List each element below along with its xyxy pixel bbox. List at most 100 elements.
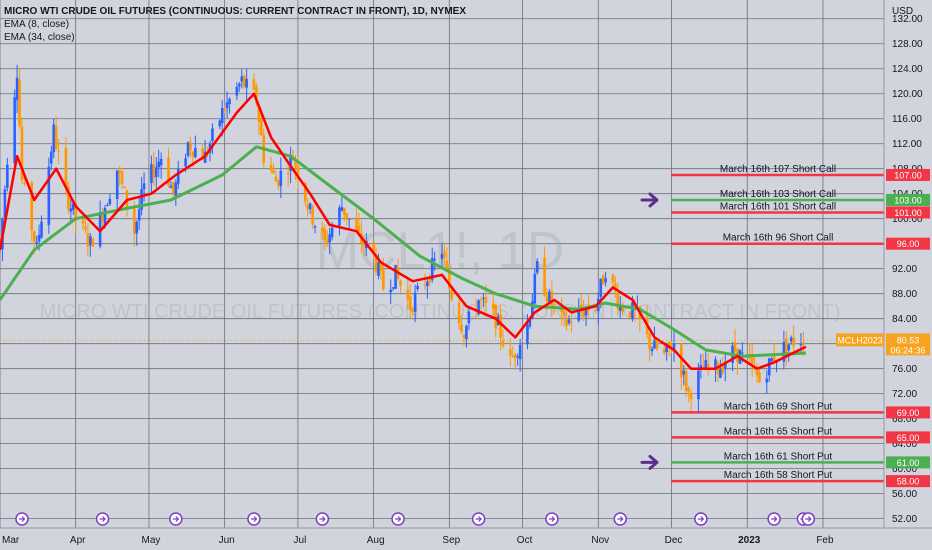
candle-body [3, 189, 7, 218]
candle-body [665, 344, 668, 352]
candle-body [84, 226, 87, 230]
y-tick-label: 64.00 [892, 439, 917, 450]
candle-body [758, 372, 761, 382]
candle-body [154, 167, 158, 177]
candle-body [201, 148, 204, 160]
candle-body [491, 303, 495, 309]
annotation-lines: March 16th 107 Short Call March 16th 103 … [640, 164, 884, 483]
candle-body [279, 170, 283, 187]
candle-body [150, 164, 153, 184]
y-tick-label: 76.00 [892, 364, 917, 375]
candle-body [69, 208, 73, 212]
candle-body [377, 262, 380, 276]
time-axis-background [0, 528, 932, 550]
candle-body [274, 176, 278, 182]
currency-label: USD [892, 6, 913, 17]
symbol-label-box [836, 333, 884, 347]
y-tick-label: 124.00 [892, 64, 923, 75]
purple-arrow-icon [640, 454, 659, 470]
watermark-name: MICRO WTI CRUDE OIL FUTURES (CONTINUOUS:… [40, 301, 841, 323]
candle-body [37, 234, 41, 242]
candle-body [340, 207, 344, 211]
time-axis[interactable]: Mar Apr May Jun Jul Aug Sep Oct Nov Dec 2023 Feb [0, 527, 932, 550]
x-tick-label: May [142, 535, 161, 546]
candle-body [47, 166, 51, 225]
event-arrow-icon [395, 516, 402, 522]
candle-body [782, 341, 786, 362]
x-tick-label: Feb [816, 535, 834, 546]
legend-ema-slow: EMA (34, close) [4, 32, 75, 43]
y-tick-label: 92.00 [892, 264, 917, 275]
candle-body [211, 128, 214, 141]
candle-body [584, 309, 588, 316]
candle-body [516, 356, 520, 358]
price-label-box [886, 206, 930, 219]
candle-body [550, 291, 554, 306]
candle-body [86, 233, 90, 247]
candle-body [103, 208, 107, 225]
candle-body [570, 322, 573, 324]
candle-body [18, 80, 21, 127]
candle-body [257, 106, 261, 122]
candle-body [15, 77, 19, 100]
candle-body [535, 261, 539, 273]
candle-body [120, 171, 124, 184]
candle-body [242, 75, 246, 87]
candle-body [325, 240, 329, 244]
candle-body [440, 254, 444, 259]
candle-body [518, 344, 522, 360]
candle-body [765, 378, 769, 383]
candle-body [81, 220, 85, 224]
candle-body [785, 338, 788, 354]
candle-body [721, 366, 725, 373]
candle-body [286, 173, 290, 175]
candle-body [313, 226, 317, 228]
candle-body [802, 341, 805, 346]
candle-body [191, 151, 195, 157]
y-tick-label: 132.00 [892, 14, 923, 25]
candle-body [296, 166, 300, 180]
event-arrow-icon [617, 516, 624, 522]
candle-body [345, 213, 349, 219]
last-price-countdown: 06:24:36 [890, 345, 925, 355]
candle-body [511, 355, 515, 357]
annotation-label: March 16th 107 Short Call [720, 164, 836, 175]
candle-body [411, 308, 414, 312]
candle-body [89, 236, 92, 246]
candle-body [433, 259, 436, 261]
candle-body [32, 231, 36, 242]
event-arrow-icon [99, 516, 106, 522]
candle-body [343, 207, 346, 215]
candle-body [680, 344, 683, 378]
candle-body [533, 273, 537, 304]
candle-body [789, 337, 793, 342]
candle-body [733, 342, 737, 352]
candle-body [235, 86, 239, 96]
x-tick-label: Jul [294, 535, 307, 546]
candle-body [655, 340, 659, 350]
candle-body [714, 359, 717, 370]
candle-body [548, 291, 551, 302]
candle-body [194, 148, 197, 158]
annotation-label: March 16th 65 Short Put [724, 426, 833, 437]
candle-body [218, 120, 222, 127]
candle-body [135, 221, 139, 234]
legend: MICRO WTI CRUDE OIL FUTURES (CONTINUOUS:… [4, 6, 466, 43]
event-arrow-icon [18, 516, 26, 522]
candle-body [172, 182, 175, 194]
annotation-label: March 16th 96 Short Call [723, 233, 834, 244]
price-label-box [886, 475, 930, 488]
candle-body [531, 301, 534, 320]
annotation-label: March 16th 101 Short Call [720, 201, 836, 212]
candle-body [499, 314, 502, 338]
y-tick-label: 84.00 [892, 314, 917, 325]
candle-body [704, 360, 708, 369]
candle-body [174, 182, 178, 196]
candle-body [223, 109, 226, 112]
candle-body [611, 274, 615, 283]
candle-body [682, 370, 686, 375]
candle-body [189, 142, 192, 151]
candle-body [20, 126, 24, 181]
candle-body [426, 281, 429, 287]
